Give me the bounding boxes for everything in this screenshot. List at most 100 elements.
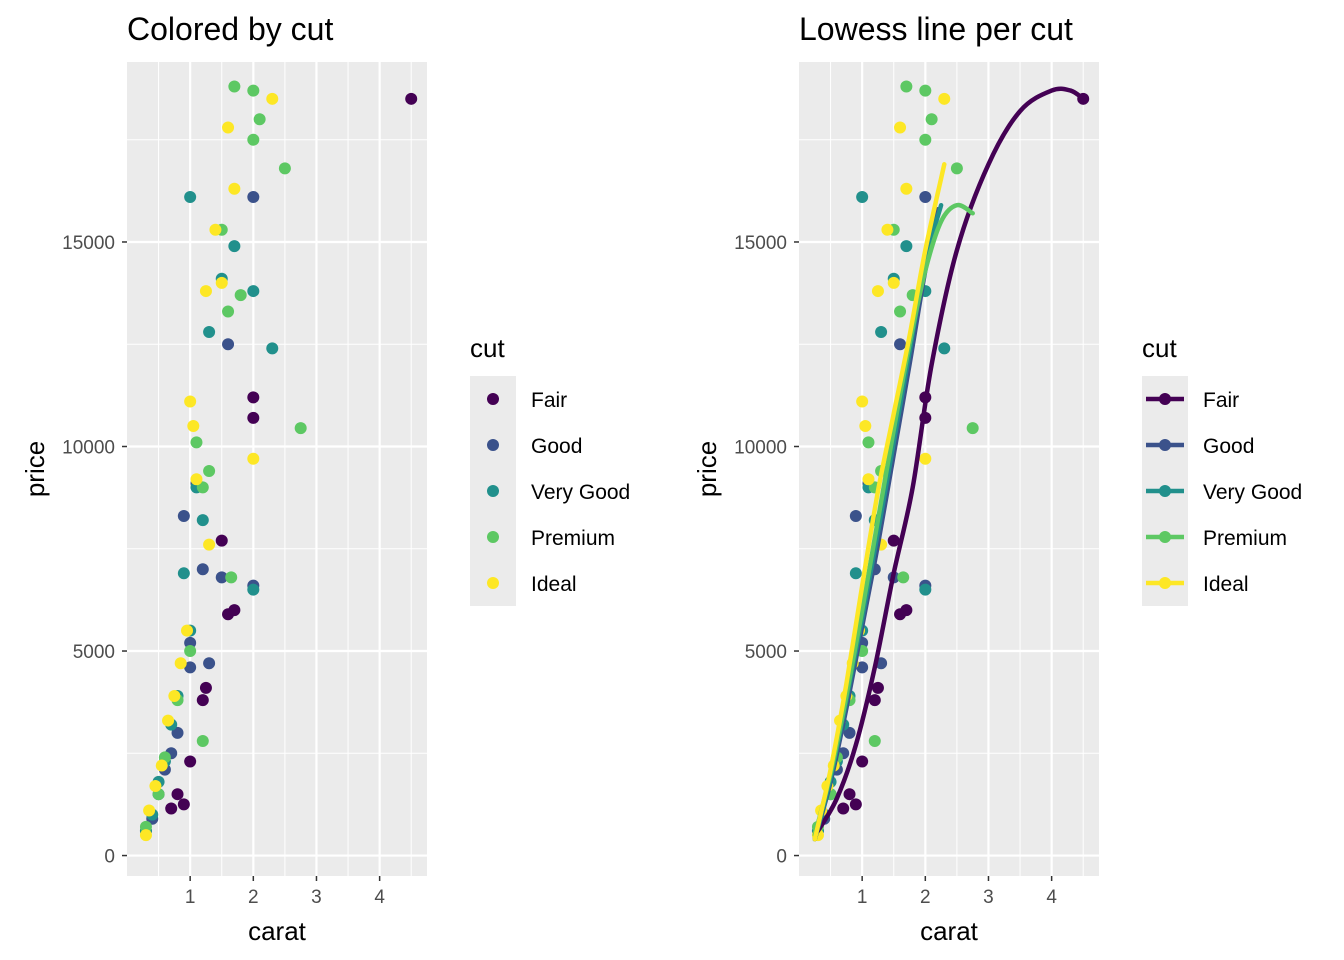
point-ideal-right	[881, 223, 894, 236]
point-good-left	[247, 190, 260, 203]
point-fair-right	[871, 681, 884, 694]
point-fair-right	[900, 604, 913, 617]
point-ideal-right	[856, 395, 869, 408]
y-tick-label-right: 5000	[745, 642, 787, 663]
point-fair-left	[247, 411, 260, 424]
point-ideal-left	[228, 182, 241, 195]
chart-left: Colored by cut 1 2 3 4 0 5000 10000 15000 cara…	[20, 11, 630, 946]
legend-label-very-good-right: Very Good	[1203, 481, 1302, 504]
x-tick-label-right: 2	[920, 887, 931, 908]
point-good-left	[203, 657, 216, 670]
point-premium-left	[203, 465, 216, 478]
x-axis-right: 1 2 3 4	[857, 876, 1057, 908]
point-very-good-left	[184, 190, 197, 203]
point-premium-left	[294, 422, 307, 435]
y-axis-left: 0 5000 10000 15000	[62, 233, 127, 868]
point-fair-right	[887, 534, 900, 547]
legend-point-very-good-left	[487, 485, 499, 497]
plot-panel-left	[127, 62, 427, 876]
x-axis-title-right: carat	[920, 916, 979, 946]
x-tick-label-left: 4	[374, 887, 385, 908]
legend-label-ideal-right: Ideal	[1203, 573, 1249, 596]
point-premium-right	[925, 113, 938, 126]
y-tick-label-left: 5000	[73, 642, 115, 663]
point-very-good-right	[875, 325, 888, 338]
point-fair-left	[196, 694, 209, 707]
legend-point-fair-left	[487, 393, 499, 405]
point-ideal-right	[859, 420, 872, 433]
point-premium-right	[950, 162, 963, 175]
x-tick-label-left: 3	[311, 887, 322, 908]
point-premium-left	[190, 436, 203, 449]
point-ideal-left	[168, 690, 181, 703]
points-left	[139, 80, 418, 842]
point-premium-left	[225, 571, 238, 584]
y-axis-title-right: price	[692, 441, 722, 497]
point-fair-left	[247, 391, 260, 404]
chart-title-right: Lowess line per cut	[799, 11, 1073, 47]
legend-label-ideal-left: Ideal	[531, 573, 577, 596]
point-fair-left	[199, 681, 212, 694]
point-very-good-left	[203, 325, 216, 338]
point-premium-left	[228, 80, 241, 93]
legend-point-good-left	[487, 439, 499, 451]
x-tick-label-left: 2	[248, 887, 259, 908]
legend-label-good-left: Good	[531, 435, 582, 458]
point-ideal-left	[190, 473, 203, 486]
point-ideal-left	[181, 624, 193, 637]
point-premium-left	[222, 305, 235, 318]
y-axis-right: 0 5000 10000 15000	[734, 233, 799, 868]
point-good-right	[849, 510, 862, 523]
point-premium-right	[919, 133, 932, 146]
legend-label-premium-left: Premium	[531, 527, 615, 550]
x-tick-label-right: 3	[983, 887, 994, 908]
point-ideal-left	[209, 223, 222, 236]
point-very-good-right	[900, 240, 913, 253]
legend-label-good-right: Good	[1203, 435, 1254, 458]
point-very-good-left	[266, 342, 279, 355]
point-good-left	[171, 726, 184, 739]
x-tick-label-right: 4	[1046, 887, 1057, 908]
x-tick-label-right: 1	[857, 887, 868, 908]
legend-point-ideal-right	[1159, 577, 1171, 589]
legend-point-premium-left	[487, 531, 499, 543]
legend-point-premium-right	[1159, 531, 1171, 543]
y-axis-title-left: price	[20, 441, 50, 497]
point-ideal-left	[222, 121, 235, 134]
point-fair-right	[868, 694, 881, 707]
legend-point-ideal-left	[487, 577, 499, 589]
point-fair-right	[837, 802, 850, 815]
point-ideal-left	[162, 714, 175, 727]
point-premium-right	[894, 305, 907, 318]
y-tick-label-right: 15000	[734, 233, 787, 254]
chart-title-left: Colored by cut	[127, 11, 333, 47]
y-tick-label-right: 0	[776, 847, 787, 868]
chart-right: Lowess line per cut 1 2 3 4 0 5000 10000 15000…	[692, 11, 1302, 946]
point-fair-left	[165, 802, 178, 815]
point-good-right	[894, 338, 907, 351]
y-tick-label-left: 15000	[62, 233, 115, 254]
point-premium-right	[900, 80, 913, 93]
point-very-good-right	[919, 583, 932, 596]
point-ideal-left	[149, 780, 162, 793]
legend-right: cut Fair Good Very Good Premium Ideal	[1142, 333, 1302, 606]
point-fair-right	[849, 798, 862, 811]
point-premium-left	[184, 645, 197, 658]
point-very-good-left	[228, 240, 241, 253]
point-premium-left	[196, 735, 209, 748]
point-fair-left	[228, 604, 241, 617]
point-ideal-left	[203, 538, 216, 551]
lowess-line-ideal	[812, 162, 947, 842]
point-very-good-left	[177, 567, 190, 580]
y-tick-label-left: 10000	[62, 438, 115, 459]
legend-label-fair-right: Fair	[1203, 389, 1239, 412]
lowess-line-fair	[815, 86, 1086, 834]
plot-panel-right	[799, 62, 1099, 876]
x-tick-label-left: 1	[185, 887, 196, 908]
point-ideal-left	[215, 276, 228, 289]
legend-point-good-right	[1159, 439, 1171, 451]
point-fair-left	[177, 798, 190, 811]
legend-title-left: cut	[470, 333, 505, 363]
point-very-good-left	[247, 583, 260, 596]
